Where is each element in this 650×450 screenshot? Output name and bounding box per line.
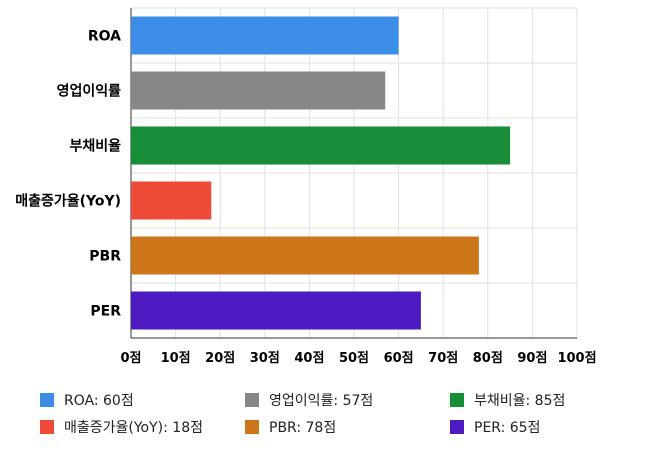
category-label: 매출증가율(YoY)	[15, 193, 121, 210]
category-label: 부채비율	[69, 138, 121, 155]
x-tick-label: 10점	[161, 351, 191, 366]
x-tick-label: 0점	[120, 351, 141, 366]
bar	[131, 291, 421, 330]
legend-swatch	[40, 420, 54, 434]
legend-item: PBR: 78점	[245, 417, 336, 437]
legend-item: ROA: 60점	[40, 390, 134, 410]
x-tick-label: 90점	[517, 351, 547, 366]
bar	[131, 236, 479, 275]
legend-item: 매출증가율(YoY): 18점	[40, 417, 203, 437]
category-label: PER	[90, 304, 121, 320]
bar	[131, 71, 386, 110]
legend-item: PER: 65점	[450, 417, 540, 437]
x-tick-label: 20점	[205, 351, 235, 366]
x-tick-label: 60점	[384, 351, 414, 366]
legend-swatch	[40, 393, 54, 407]
x-tick-label: 80점	[473, 351, 503, 366]
bar-chart: 0점 10점 20점 30점 40점 50점 60점 70점 80점 90점 100점 ROA 영업이익…	[15, 7, 597, 366]
legend-label: 매출증가율(YoY): 18점	[64, 420, 203, 436]
legend-label: PBR: 78점	[269, 420, 337, 436]
legend-item: 영업이익률: 57점	[245, 390, 373, 410]
x-tick-label: 30점	[250, 351, 280, 366]
legend-label: 영업이익률: 57점	[269, 393, 374, 409]
category-label: ROA	[88, 29, 121, 45]
legend-item: 부채비율: 85점	[450, 390, 565, 410]
x-tick-label: 50점	[339, 351, 369, 366]
legend-swatch	[245, 393, 259, 407]
legend-swatch	[245, 420, 259, 434]
category-label: PBR	[89, 249, 121, 265]
x-tick-label: 40점	[294, 351, 324, 366]
x-tick-label: 100점	[557, 351, 596, 366]
legend-swatch	[450, 393, 464, 407]
legend-label: ROA: 60점	[64, 393, 134, 409]
bar	[131, 16, 399, 55]
bar	[131, 126, 511, 165]
bar	[131, 181, 212, 220]
x-tick-label: 70점	[428, 351, 458, 366]
legend-swatch	[450, 420, 464, 434]
category-label: 영업이익률	[57, 83, 122, 100]
legend-label: PER: 65점	[474, 420, 541, 436]
legend-label: 부채비율: 85점	[474, 393, 566, 409]
